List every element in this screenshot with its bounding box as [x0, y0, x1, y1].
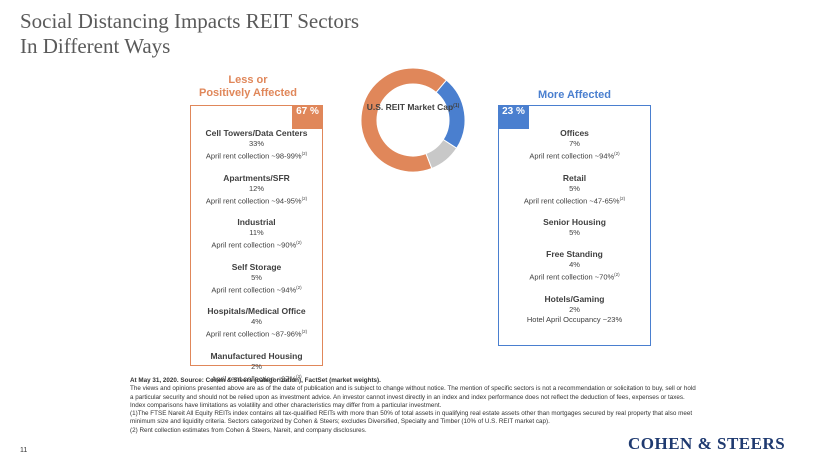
footnote-ref: (2) — [296, 284, 302, 290]
sector-share: 4% — [251, 317, 262, 326]
sector-name: Hospitals/Medical Office — [207, 306, 306, 316]
footnote-ref: (2) — [619, 195, 626, 201]
right-box: 23 % Offices 7% April rent collection ~94%… — [498, 105, 651, 346]
sector-name: Apartments/SFR — [223, 172, 290, 183]
sector-share: 2% — [569, 304, 580, 314]
footnote: (1)The FTSE Nareit All Equity REITs inde… — [130, 410, 693, 426]
footnote-ref: (2) — [301, 151, 308, 156]
rent-note: Hotel April Occupancy ~23% — [499, 315, 650, 325]
rent-note: April rent collection ~98-99%(2) — [191, 149, 322, 162]
sector-name: Senior Housing — [543, 217, 606, 227]
logo: COHEN & STEERS — [628, 434, 786, 453]
sector: Manufactured Housing 2% April rent collect… — [191, 351, 322, 385]
sector-name: Manufactured Housing — [210, 350, 303, 361]
footnote-ref: (2) — [296, 373, 302, 379]
rent-note-text: April rent collection ~87-96% — [205, 329, 302, 339]
rent-note: April rent collection ~94%(2) — [191, 283, 322, 296]
heading-line: Positively Affected — [198, 87, 297, 99]
share-tag: 67 % — [292, 105, 323, 129]
rent-note-text: April rent collection ~94% — [529, 151, 615, 161]
sector-share: 2% — [251, 361, 262, 371]
sector: Hospitals/Medical Office 4% April rent col… — [191, 306, 322, 340]
donut-chart: U.S. REIT Market Cap(1) — [360, 67, 466, 173]
sector-name: Industrial — [237, 217, 276, 227]
sector-share: 5% — [251, 272, 262, 282]
left-items: Cell Towers/Data Centers 33% April rent co… — [191, 128, 322, 395]
footnote: (2) Rent collection estimates from Cohen… — [130, 426, 367, 434]
footnote: At May 31, 2020. Source: Cohen & Steers … — [130, 377, 381, 384]
title-line: Social Distancing Impacts REIT Sectors — [20, 9, 360, 33]
sector-name: Cell Towers/Data Centers — [205, 128, 308, 138]
share-tag: 23 % — [498, 105, 529, 129]
sector-share: 12% — [248, 183, 264, 193]
sector-name: Hotels/Gaming — [544, 293, 605, 304]
sector-share: 11% — [249, 228, 264, 237]
sector-share: 5% — [569, 228, 580, 237]
rent-note-text: April rent collection ~94-95% — [205, 196, 302, 205]
rent-note: April rent collection ~87-96%(2) — [191, 327, 322, 340]
sector-name: Free Standing — [546, 249, 603, 259]
center-label-text: U.S. REIT Market Cap — [367, 102, 453, 112]
sector-name: Retail — [562, 172, 587, 183]
rent-note-text: Hotel April Occupancy ~23% — [526, 314, 623, 324]
sector: Apartments/SFR 12% April rent collection ~… — [191, 173, 322, 207]
rent-note-text: April rent collection ~47-65% — [523, 196, 620, 205]
rent-note-text: April rent collection ~70% — [529, 272, 615, 282]
donut-segment — [425, 138, 458, 170]
title-line: In Different Ways — [20, 34, 171, 58]
rent-note: April rent collection ~70%(2) — [499, 270, 650, 283]
footnote: The views and opinions presented above a… — [130, 385, 696, 409]
left-box: 67 % Cell Towers/Data Centers 33% April re… — [190, 105, 323, 383]
rent-note-text: April rent collection ~98-99% — [205, 151, 302, 161]
center-sup: (1) — [453, 103, 459, 109]
right-heading: More Affected — [498, 89, 651, 102]
rent-note: April rent collection ~97%(2) — [191, 372, 322, 385]
rent-note-text: April rent collection ~90% — [211, 240, 297, 250]
rent-note-text: April rent collection ~94% — [211, 285, 297, 294]
donut-segment — [435, 79, 466, 149]
footnote-ref: (2) — [614, 151, 620, 156]
footnote-ref: (2) — [301, 195, 308, 201]
sector-name: Self Storage — [231, 261, 282, 272]
sector-share: 33% — [248, 139, 264, 148]
rent-note-text: April rent collection ~97% — [211, 374, 297, 383]
sector: Self Storage 5% April rent collection ~94%… — [191, 262, 322, 296]
sector-share: 7% — [569, 139, 580, 148]
left-heading: Less or Positively Affected — [190, 74, 306, 100]
title: Social Distancing Impacts REIT Sectors In… — [20, 9, 359, 59]
sector: Free Standing 4% April rent collection ~70… — [499, 249, 650, 283]
sector: Industrial 11% April rent collection ~90%(… — [191, 217, 322, 251]
rent-note: April rent collection ~90%(2) — [191, 238, 322, 251]
center-label: U.S. REIT Market Cap(1) — [367, 102, 460, 112]
footnotes: At May 31, 2020. Source: Cohen & Steers … — [130, 377, 700, 435]
heading-line: More Affected — [538, 89, 611, 101]
sector: Cell Towers/Data Centers 33% April rent co… — [191, 128, 322, 162]
sector: Senior Housing 5% — [499, 217, 650, 238]
rent-note: April rent collection ~94%(2) — [499, 149, 650, 162]
sector-share: 4% — [569, 260, 580, 269]
heading-line: Less or — [228, 74, 268, 86]
sector: Offices 7% April rent collection ~94%(2) — [499, 128, 650, 162]
rent-note: April rent collection ~47-65%(2) — [499, 194, 650, 207]
sector-share: 5% — [569, 183, 580, 193]
footnote-ref: (2) — [296, 240, 302, 245]
footnote-ref: (2) — [301, 329, 308, 334]
rent-note: April rent collection ~94-95%(2) — [191, 194, 322, 207]
right-items: Offices 7% April rent collection ~94%(2) Re… — [499, 128, 650, 336]
sector: Retail 5% April rent collection ~47-65%(2) — [499, 173, 650, 207]
sector-name: Offices — [560, 128, 589, 138]
sector: Hotels/Gaming 2% Hotel April Occupancy ~23… — [499, 294, 650, 325]
page-number: 11 — [20, 447, 28, 454]
footnote-ref: (2) — [614, 272, 620, 277]
donut-segment — [360, 67, 448, 173]
